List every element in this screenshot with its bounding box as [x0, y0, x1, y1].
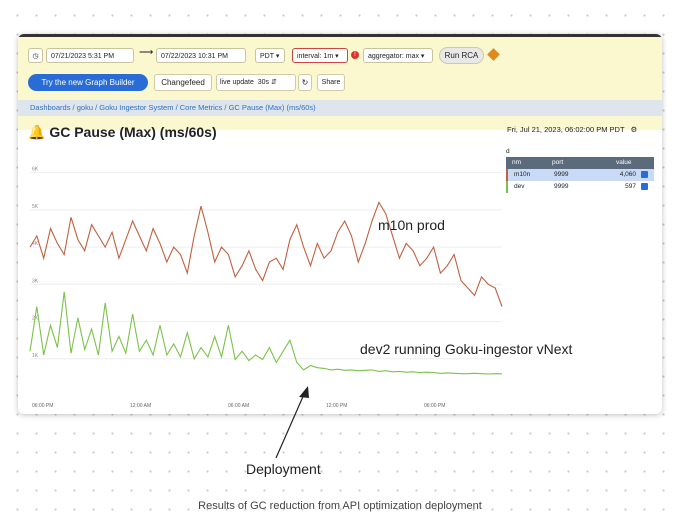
breadcrumb: Dashboards / goku / Goku Ingestor System… [18, 100, 662, 116]
breadcrumb-goku[interactable]: goku [76, 103, 93, 112]
figure-caption: Results of GC reduction from API optimiz… [198, 500, 482, 512]
legend-value: 4,060 [619, 171, 636, 178]
breadcrumb-ingestor[interactable]: Goku Ingestor System [99, 103, 174, 112]
breadcrumb-dashboards[interactable]: Dashboards [30, 103, 71, 112]
changefeed-button[interactable]: Changefeed [154, 74, 212, 91]
legend-col-nm[interactable]: nm [512, 159, 522, 166]
gear-icon[interactable]: ⚙ [630, 125, 638, 134]
timezone-select[interactable]: PDT ▾ [255, 48, 285, 63]
date-header: Fri, Jul 21, 2023, 06:02:00 PM PDT ⚙ [507, 125, 637, 134]
legend-row-m10n[interactable]: m10n 9999 4,060 [506, 169, 654, 181]
legend-table: d nm port value m10n 9999 4,060 dev 9999… [506, 147, 654, 193]
breadcrumb-separator: / [224, 103, 227, 112]
clock-icon[interactable]: ◷ [28, 48, 43, 63]
bell-icon[interactable]: 🔔 [28, 124, 46, 140]
live-update-interval[interactable]: 30s [257, 79, 270, 86]
legend-col-value[interactable]: value [616, 159, 632, 166]
interval-value: interval: 1m [297, 53, 334, 60]
legend-row-dev[interactable]: dev 9999 597 [506, 181, 654, 193]
checkbox-icon[interactable] [641, 183, 648, 190]
breadcrumb-gc-pause[interactable]: GC Pause (Max) (ms/60s) [228, 103, 316, 112]
panel-title: 🔔 GC Pause (Max) (ms/60s) [28, 124, 217, 141]
legend-prefix: d [506, 148, 510, 155]
timezone-value: PDT [260, 53, 274, 60]
legend-nm: m10n [514, 171, 531, 178]
legend-col-port[interactable]: port [552, 159, 564, 166]
graph-builder-button[interactable]: Try the new Graph Builder [28, 74, 148, 91]
card-top-border [18, 34, 662, 37]
arrow-right-icon: ⟶ [139, 47, 154, 58]
error-icon: ! [351, 51, 359, 59]
live-update-control[interactable]: live update 30s ⇵ [216, 74, 296, 91]
dashboard-screenshot-card: ◷ 07/21/2023 5:31 PM ⟶ 07/22/2023 10:31 … [18, 34, 662, 414]
refresh-icon[interactable]: ↻ [298, 74, 312, 91]
annotation-prod: m10n prod [378, 217, 445, 233]
checkbox-icon[interactable] [641, 171, 648, 178]
aggregator-select[interactable]: aggregator: max ▾ [363, 48, 433, 63]
breadcrumb-separator: / [95, 103, 98, 112]
live-update-label: live update [220, 79, 254, 86]
interval-select[interactable]: interval: 1m ▾ [292, 48, 348, 63]
legend-port: 9999 [554, 171, 569, 178]
run-rca-button[interactable]: Run RCA [439, 47, 484, 64]
end-time-input[interactable]: 07/22/2023 10:31 PM [156, 48, 246, 63]
annotation-deployment: Deployment [246, 461, 321, 477]
panel-title-text: GC Pause (Max) (ms/60s) [49, 124, 217, 140]
share-button[interactable]: Share [317, 74, 345, 91]
legend-value: 597 [625, 183, 636, 190]
legend-header: nm port value [506, 157, 654, 169]
aggregator-value: aggregator: max [368, 53, 419, 60]
breadcrumb-core-metrics[interactable]: Core Metrics [179, 103, 223, 112]
date-header-text: Fri, Jul 21, 2023, 06:02:00 PM PDT [507, 125, 625, 134]
legend-nm: dev [514, 183, 525, 190]
legend-port: 9999 [554, 183, 569, 190]
toolbar: ◷ 07/21/2023 5:31 PM ⟶ 07/22/2023 10:31 … [18, 37, 662, 130]
annotation-dev: dev2 running Goku-ingestor vNext [360, 341, 573, 357]
breadcrumb-separator: / [72, 103, 75, 112]
breadcrumb-separator: / [175, 103, 178, 112]
start-time-input[interactable]: 07/21/2023 5:31 PM [46, 48, 134, 63]
